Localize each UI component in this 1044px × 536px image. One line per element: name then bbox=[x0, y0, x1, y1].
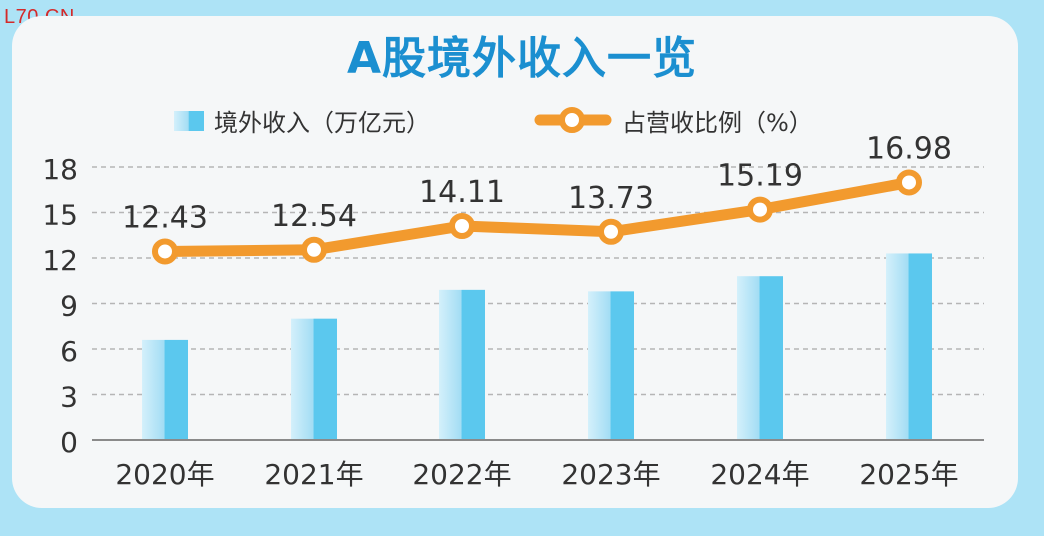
data-label: 13.73 bbox=[568, 181, 654, 216]
bar bbox=[886, 253, 932, 440]
bar bbox=[291, 318, 337, 440]
line-point bbox=[896, 169, 922, 196]
series-line bbox=[159, 176, 915, 257]
data-label: 16.98 bbox=[866, 131, 952, 166]
legend: 境外收入（万亿元） 占营收比例（%） bbox=[174, 107, 813, 137]
x-tick-label: 2021年 bbox=[264, 458, 363, 491]
x-tick-label: 2022年 bbox=[412, 458, 511, 491]
x-tick-label: 2025年 bbox=[859, 458, 958, 491]
x-tick-label: 2023年 bbox=[561, 458, 660, 491]
bar bbox=[439, 289, 485, 440]
legend-bar-label: 境外收入（万亿元） bbox=[214, 109, 430, 137]
line-point bbox=[449, 212, 475, 239]
chart-title: A股境外收入一览 bbox=[346, 33, 698, 84]
legend-line-label: 占营收比例（%） bbox=[622, 109, 813, 137]
y-tick-label: 12 bbox=[42, 244, 78, 277]
y-tick-label: 0 bbox=[60, 426, 78, 459]
line-point bbox=[598, 218, 624, 245]
data-label: 15.19 bbox=[717, 159, 803, 194]
data-label: 12.54 bbox=[271, 199, 357, 234]
bar bbox=[737, 276, 783, 440]
bar bbox=[588, 291, 634, 440]
y-tick-label: 6 bbox=[60, 335, 78, 368]
bar bbox=[142, 339, 188, 440]
data-label: 12.43 bbox=[122, 200, 208, 235]
x-tick-label: 2020年 bbox=[115, 458, 214, 491]
line-point bbox=[301, 236, 327, 263]
y-tick-label: 3 bbox=[60, 381, 78, 414]
data-label: 14.11 bbox=[419, 175, 505, 210]
line-point bbox=[152, 238, 178, 265]
line-point bbox=[747, 196, 773, 223]
legend-line-marker bbox=[559, 107, 585, 133]
y-tick-label: 18 bbox=[42, 153, 78, 186]
y-tick-label: 15 bbox=[42, 199, 78, 232]
y-tick-label: 9 bbox=[60, 290, 78, 323]
legend-bar-swatch bbox=[174, 111, 204, 131]
x-tick-label: 2024年 bbox=[710, 458, 809, 491]
